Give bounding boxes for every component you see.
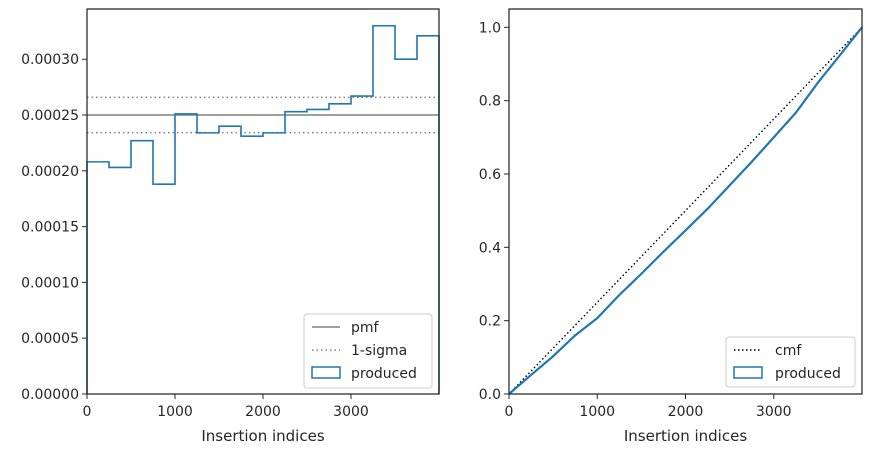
produced-point [618, 294, 621, 296]
x-tick-label: 0 [505, 404, 514, 420]
x-tick-label: 2000 [668, 404, 704, 420]
produced-point [728, 184, 731, 187]
y-tick-label: 0.00025 [21, 108, 79, 124]
produced-point [574, 334, 576, 337]
cmf-line [508, 26, 863, 395]
x-tick-label: 1000 [579, 404, 615, 420]
y-tick-label: 0.00005 [21, 331, 79, 347]
left-panel-histogram: 0 1000 2000 3000 0.00000 0.00005 0.00010 0.0001… [21, 8, 440, 445]
produced-point [640, 272, 643, 275]
legend: pmf 1-sigma produced [303, 313, 433, 389]
y-tick-label: 0.00000 [21, 387, 79, 403]
y-tick-label: 0.00020 [21, 164, 79, 180]
produced-bin [219, 126, 241, 394]
produced-point [817, 81, 819, 84]
produced-bin [175, 114, 197, 394]
right-panel-cumulative: 0 1000 2000 3000 0.0 0.2 0.4 0.6 0.8 1.0 Insertion… [479, 8, 863, 445]
produced-bin [87, 162, 109, 394]
produced-point [552, 355, 554, 358]
produced-step-line [86, 24, 440, 394]
legend-produced-label: produced [775, 366, 841, 382]
produced-bin [241, 136, 263, 394]
produced-bin [109, 167, 131, 394]
y-tick-label: 0.2 [479, 314, 501, 330]
x-tick-label: 2000 [245, 404, 281, 420]
produced-bin [197, 133, 219, 394]
y-tick-label: 1.0 [479, 20, 501, 36]
legend-sigma-label: 1-sigma [351, 343, 407, 359]
y-tick-label: 0.00030 [21, 52, 79, 68]
axes-frame [508, 8, 863, 395]
y-tick-label: 0.6 [479, 167, 501, 183]
x-axis-label: Insertion indices [201, 427, 324, 445]
legend-produced-label: produced [351, 366, 417, 382]
x-tick-label: 3000 [333, 404, 369, 420]
y-tick-label: 0.8 [479, 94, 501, 110]
produced-bin [153, 184, 175, 394]
produced-point [706, 208, 709, 210]
produced-point [684, 229, 687, 232]
y-tick-label: 0.4 [479, 240, 501, 256]
y-tick-label: 0.0 [479, 387, 501, 403]
axes-frame [86, 8, 440, 395]
y-tick-label: 0.00010 [21, 275, 79, 291]
produced-bin [131, 141, 153, 394]
legend: cmf produced [725, 336, 856, 388]
x-axis-label: Insertion indices [624, 427, 747, 445]
x-tick-label: 3000 [756, 404, 792, 420]
legend-cmf-label: cmf [775, 343, 802, 359]
legend-produced-swatch [733, 366, 763, 379]
legend-pmf-label: pmf [351, 320, 380, 336]
produced-point [772, 136, 775, 139]
x-tick-label: 0 [83, 404, 92, 420]
produced-point [795, 111, 797, 114]
produced-point [530, 374, 532, 376]
produced-point [596, 317, 599, 319]
legend-produced-swatch [311, 366, 341, 379]
produced-point [662, 250, 665, 253]
y-tick-label: 0.00015 [21, 220, 79, 236]
x-tick-label: 1000 [157, 404, 193, 420]
legend-box [303, 313, 433, 389]
produced-bin [263, 133, 285, 394]
produced-point [750, 161, 753, 163]
produced-point [839, 54, 841, 56]
